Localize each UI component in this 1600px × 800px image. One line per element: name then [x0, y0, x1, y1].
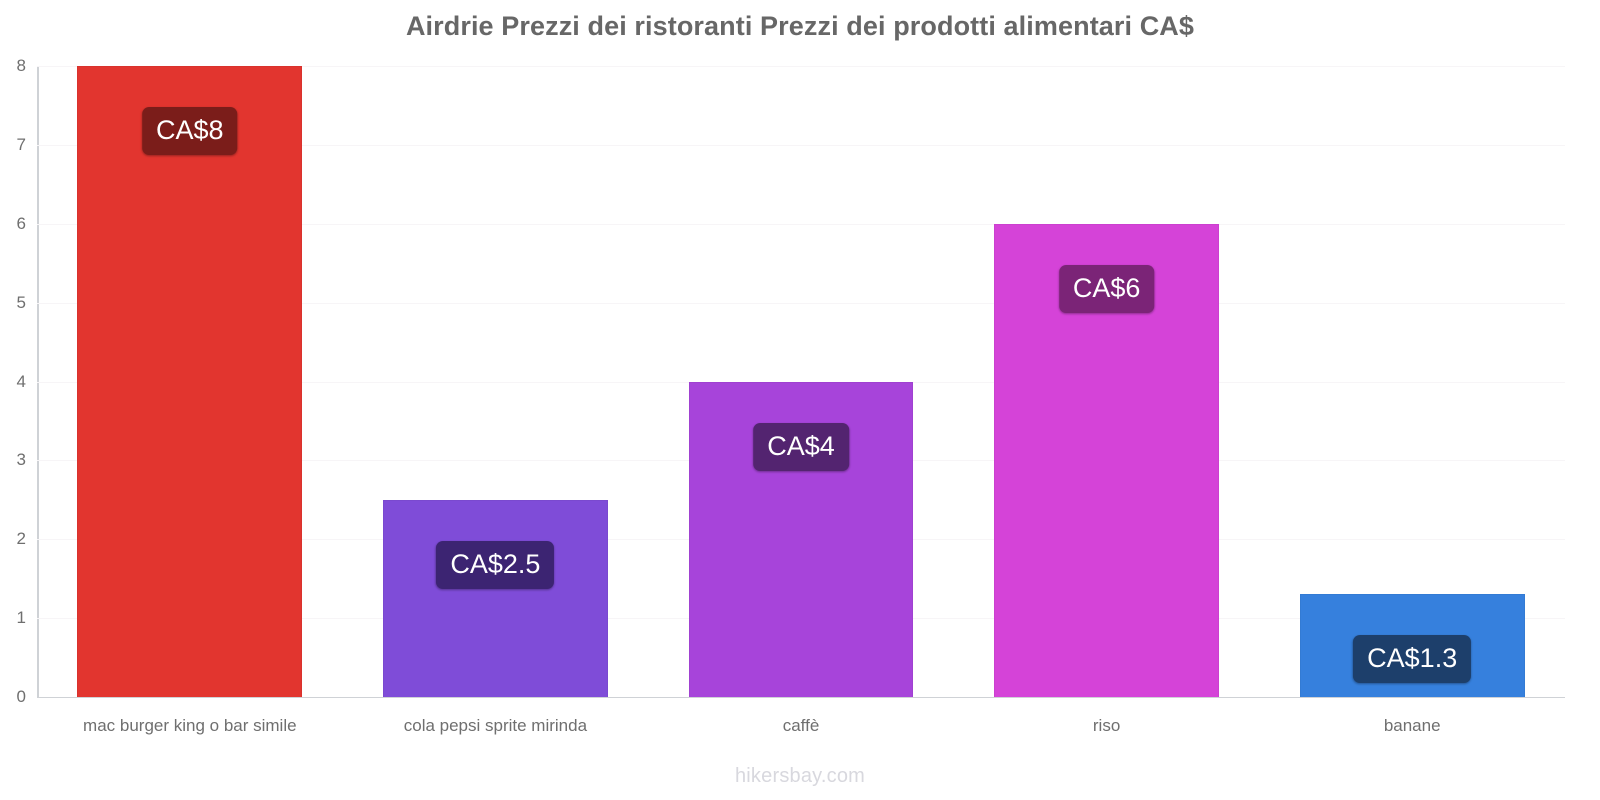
y-axis-tick-label: 7 [16, 134, 26, 154]
grid-line [37, 144, 1565, 146]
y-axis-tick-label: 1 [16, 608, 26, 628]
x-axis-tick-label: riso [1092, 716, 1121, 735]
bar-value-label-2: CA$4 [753, 422, 849, 471]
grid-line [37, 223, 1565, 225]
bar-value-label-3: CA$6 [1058, 264, 1155, 313]
plot-area: CA$8 CA$2.5 CA$4 CA$6 CA$1.3 [37, 66, 1565, 698]
x-axis-tick-label: caffè [782, 716, 820, 735]
y-axis-tick-label: 2 [16, 529, 26, 549]
bar-1[interactable] [383, 499, 608, 697]
x-axis-tick-label: banane [1383, 716, 1441, 735]
x-axis-tick-label: mac burger king o bar simile [83, 716, 297, 735]
grid-line [37, 66, 1565, 67]
grid-line [37, 302, 1565, 304]
y-axis-tick-label: 5 [16, 292, 26, 312]
page-title: Airdrie Prezzi dei ristoranti Prezzi dei… [405, 11, 1195, 41]
source-watermark: hikersbay.com [734, 765, 866, 787]
x-axis-tick-label: cola pepsi sprite mirinda [403, 716, 588, 735]
bar-value-label-4: CA$1.3 [1353, 635, 1472, 684]
y-axis-tick-labels: 0 1 2 3 4 5 6 7 8 [0, 0, 30, 800]
y-axis-tick-label: 3 [16, 450, 26, 470]
y-axis-tick-label: 8 [16, 56, 26, 75]
y-axis-tick-label: 0 [16, 687, 26, 706]
bar-value-label-0: CA$8 [142, 107, 238, 155]
y-axis-tick-label: 6 [16, 213, 26, 233]
bar-0[interactable] [77, 66, 303, 697]
grid-line [37, 697, 1565, 698]
y-axis-tick-label: 4 [16, 371, 26, 391]
bar-value-label-1: CA$2.5 [436, 540, 555, 589]
